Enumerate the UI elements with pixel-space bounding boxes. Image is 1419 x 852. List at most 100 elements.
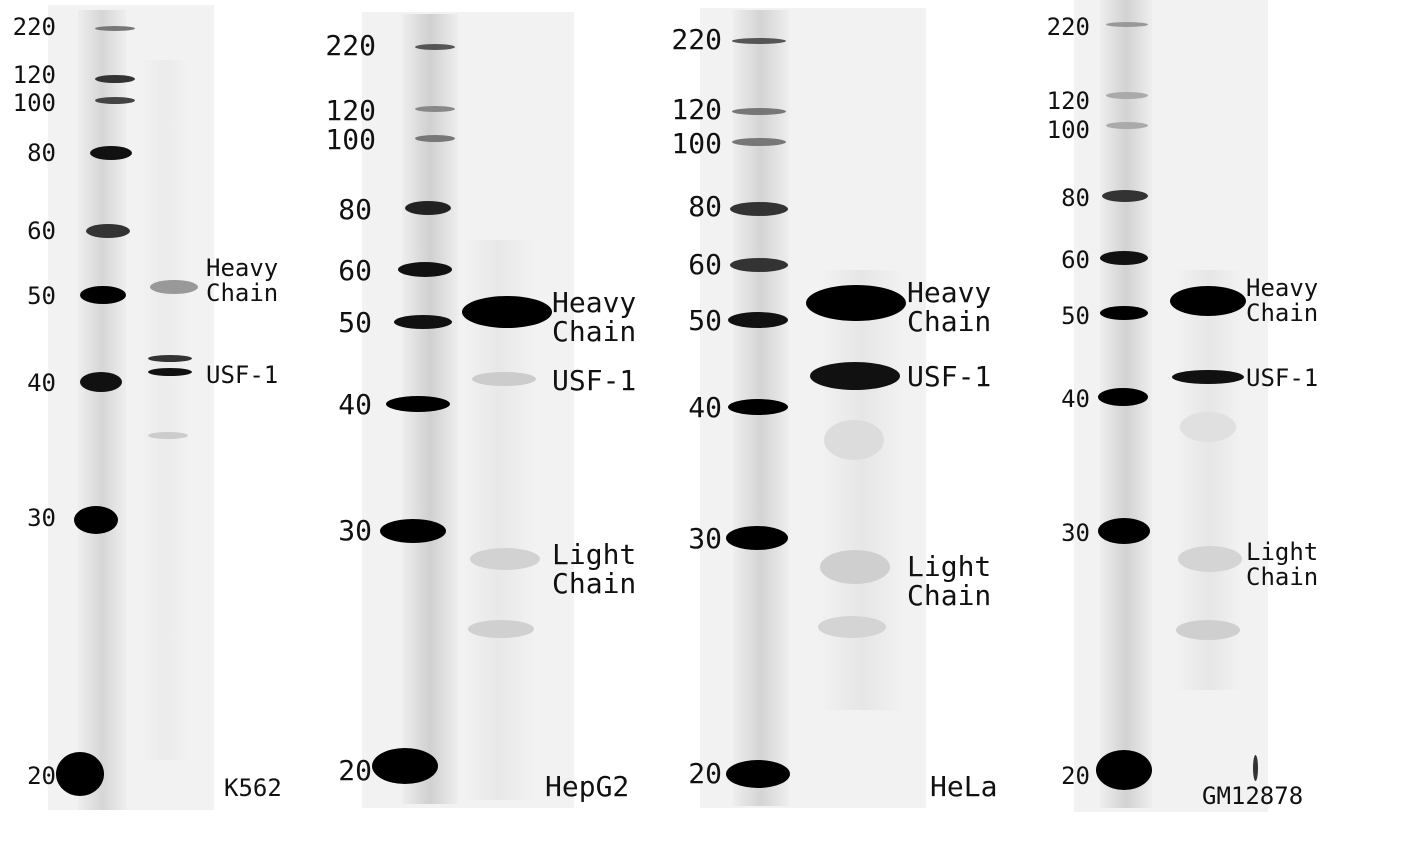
ladder-band-120 [415, 106, 455, 112]
ladder-band-80 [730, 202, 788, 216]
heavy-chain-label: Heavy Chain [1246, 274, 1319, 328]
heavy-chain-label-line2: Chain [1246, 299, 1319, 328]
usf1-band [1172, 370, 1244, 384]
ladder-band-30 [1098, 518, 1150, 544]
mw-label-20: 20 [27, 762, 56, 790]
light-chain-label-line1: Light [1246, 538, 1319, 566]
ladder-band-40 [1098, 388, 1148, 406]
faint-band [148, 432, 188, 439]
heavy-chain-label-line1: Heavy [1246, 274, 1319, 302]
ladder-band-120 [1106, 92, 1148, 99]
mw-label-30: 30 [688, 522, 722, 555]
ladder-band-30 [380, 519, 446, 543]
faint-band [468, 620, 534, 638]
usf1-label: USF-1 [552, 364, 637, 397]
faint-band [824, 420, 884, 460]
heavy-chain-label-line2: Chain [907, 305, 992, 339]
light-chain-label-line1: Light [907, 550, 992, 583]
mw-label-220: 220 [1046, 13, 1090, 41]
heavy-chain-label: Heavy Chain [552, 288, 636, 347]
heavy-chain-label: Heavy Chain [907, 278, 991, 337]
ladder-band-20 [726, 760, 790, 788]
ladder-band-80 [90, 146, 132, 160]
ladder-band-40 [728, 399, 788, 415]
mw-label-30: 30 [1061, 519, 1090, 547]
heavy-chain-label-line2: Chain [552, 315, 637, 349]
light-chain-label-line1: Light [552, 538, 637, 571]
light-chain-band [1178, 546, 1242, 572]
mw-label-30: 30 [27, 504, 56, 532]
cell-line-label: GM12878 [1202, 782, 1304, 810]
cell-line-label: HepG2 [545, 770, 630, 803]
mw-label-40: 40 [338, 388, 372, 421]
mw-label-20: 20 [1061, 762, 1090, 790]
cell-line-label: HeLa [930, 770, 998, 803]
heavy-chain-band [462, 296, 552, 328]
sample-lane [140, 60, 190, 760]
light-chain-band [820, 550, 890, 584]
mw-label-220: 220 [325, 29, 376, 62]
mw-label-220: 220 [12, 13, 56, 41]
mw-label-100: 100 [12, 89, 56, 117]
ladder-band-50 [1100, 306, 1148, 320]
heavy-chain-band [150, 280, 198, 294]
sample-lane [820, 270, 904, 710]
light-chain-label: Light Chain [552, 540, 636, 599]
ladder-band-40 [386, 396, 450, 412]
light-chain-label-line2: Chain [1246, 563, 1319, 592]
ladder-band-100 [732, 138, 786, 146]
usf1-label: USF-1 [1246, 364, 1319, 392]
mw-label-100: 100 [325, 123, 376, 156]
ladder-band-220 [415, 44, 455, 50]
mw-label-60: 60 [1061, 246, 1090, 274]
usf1-band [810, 362, 900, 390]
mw-label-120: 120 [1046, 87, 1090, 115]
light-chain-label: Light Chain [1246, 538, 1319, 592]
mw-label-40: 40 [688, 391, 722, 424]
ladder-band-50 [80, 286, 126, 304]
ladder-band-100 [1106, 122, 1148, 129]
ladder-band-100 [95, 97, 135, 104]
ladder-band-20 [1096, 750, 1152, 790]
ladder-band-20 [372, 748, 438, 784]
ladder-band-60 [1100, 251, 1148, 265]
ladder-band-60 [730, 258, 788, 272]
ladder-band-120 [732, 108, 786, 115]
heavy-chain-label: Heavy Chain [206, 255, 279, 308]
mw-label-80: 80 [1061, 184, 1090, 212]
heavy-chain-label-line2: Chain [206, 279, 279, 308]
ladder-band-30 [74, 506, 118, 534]
mw-label-100: 100 [671, 127, 722, 160]
ladder-band-120 [95, 75, 135, 83]
mw-label-20: 20 [338, 754, 372, 787]
usf1-band [148, 355, 192, 362]
mw-label-120: 120 [12, 61, 56, 89]
mw-label-50: 50 [1061, 302, 1090, 330]
heavy-chain-band [806, 285, 906, 321]
usf1-label: USF-1 [206, 361, 279, 389]
faint-band [818, 616, 886, 638]
ladder-band-60 [398, 262, 452, 277]
mw-label-30: 30 [338, 514, 372, 547]
heavy-chain-band [1170, 286, 1246, 316]
mw-label-100: 100 [1046, 116, 1090, 144]
mw-label-80: 80 [688, 190, 722, 223]
mw-label-50: 50 [338, 306, 372, 339]
light-chain-band [470, 548, 540, 570]
ladder-lane [78, 10, 126, 810]
ladder-band-220 [732, 38, 786, 44]
light-chain-label: Light Chain [907, 552, 991, 611]
faint-band [1180, 412, 1236, 442]
ladder-band-60 [86, 224, 130, 238]
heavy-chain-label-line1: Heavy [552, 286, 637, 319]
ladder-band-20 [56, 752, 104, 796]
mw-label-50: 50 [27, 282, 56, 310]
sample-lane [462, 240, 536, 800]
heavy-chain-label-line1: Heavy [907, 276, 992, 309]
mw-label-20: 20 [688, 757, 722, 790]
ladder-band-100 [415, 135, 455, 142]
mw-label-60: 60 [688, 248, 722, 281]
mw-label-80: 80 [338, 193, 372, 226]
mw-label-60: 60 [338, 254, 372, 287]
light-chain-label-line2: Chain [907, 579, 992, 613]
